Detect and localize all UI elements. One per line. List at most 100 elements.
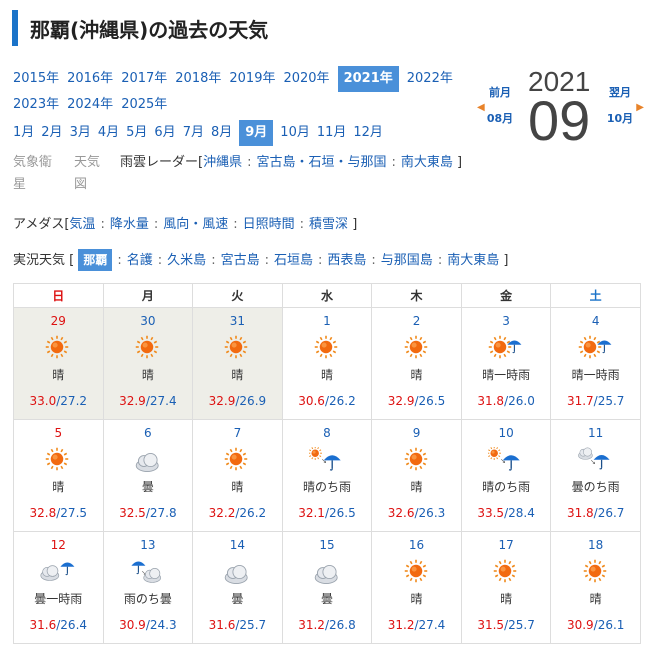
temperature: 32.9/27.4 bbox=[104, 394, 193, 408]
month-link[interactable]: 5月 bbox=[126, 125, 148, 140]
satellite-link[interactable]: 気象衛 星 bbox=[13, 152, 83, 196]
calendar-day[interactable]: 6 曇 32.5/27.8 bbox=[102, 419, 194, 532]
month-link[interactable]: 11月 bbox=[316, 125, 347, 140]
rain-then-cloud-icon: ↘ bbox=[104, 556, 193, 590]
calendar-day[interactable]: 29 晴 33.0/27.2 bbox=[13, 307, 104, 420]
next-month-label: 翌月 bbox=[609, 86, 631, 99]
separator: : bbox=[391, 155, 396, 170]
calendar-day[interactable]: 14 曇 31.6/25.7 bbox=[192, 531, 283, 644]
weather-desc: 晴 bbox=[52, 368, 65, 382]
day-number: 15 bbox=[319, 538, 335, 552]
calendar-day[interactable]: 5 晴 32.8/27.5 bbox=[13, 419, 104, 532]
temp-high: 31.7 bbox=[566, 394, 594, 408]
sun-rain-icon bbox=[551, 332, 640, 366]
year-link[interactable]: 2023年 bbox=[13, 97, 60, 112]
month-link[interactable]: 6月 bbox=[154, 125, 176, 140]
calendar-day[interactable]: 31 晴 32.9/26.9 bbox=[192, 307, 283, 420]
prev-month-link[interactable]: ◀ 前月 08月 bbox=[477, 80, 522, 132]
day-number: 9 bbox=[412, 426, 421, 440]
sun-icon bbox=[372, 556, 461, 590]
amedas-link[interactable]: 日照時間 bbox=[242, 217, 295, 232]
prev-month-value: 08月 bbox=[486, 112, 514, 125]
year-link[interactable]: 2025年 bbox=[121, 97, 168, 112]
observation-link[interactable]: 石垣島 bbox=[273, 253, 313, 268]
weather-chart-link[interactable]: 天気 図 bbox=[74, 152, 114, 196]
station-selected[interactable]: 那覇 bbox=[78, 249, 113, 271]
temperature: 31.5/25.7 bbox=[462, 618, 551, 632]
temperature: 30.9/24.3 bbox=[104, 618, 193, 632]
month-link[interactable]: 3月 bbox=[69, 125, 91, 140]
day-number: 6 bbox=[144, 426, 152, 440]
calendar-day[interactable]: 11 ↘ 曇のち雨 31.8/26.7 bbox=[550, 419, 641, 532]
calendar-day[interactable]: 7 晴 32.2/26.2 bbox=[192, 419, 283, 532]
satellite-label-2: 星 bbox=[13, 177, 27, 192]
weather-calendar: 日月火水木金土 29 晴 33.0/27.2 30 晴 32.9/27.4 31 晴 32.9/… bbox=[13, 283, 641, 644]
month-link[interactable]: 9月 bbox=[239, 120, 274, 146]
calendar-day[interactable]: 12 曇一時雨 31.6/26.4 bbox=[13, 531, 104, 644]
temp-low: /28.4 bbox=[504, 506, 535, 520]
temperature: 30.6/26.2 bbox=[283, 394, 372, 408]
observation-link[interactable]: 南大東島 bbox=[447, 253, 500, 268]
year-link[interactable]: 2015年 bbox=[13, 71, 60, 86]
year-link[interactable]: 2024年 bbox=[67, 97, 114, 112]
calendar-day[interactable]: 8 ↘ 晴のち雨 32.1/26.5 bbox=[281, 419, 373, 532]
year-link[interactable]: 2017年 bbox=[121, 71, 168, 86]
calendar-day[interactable]: 16 晴 31.2/27.4 bbox=[371, 531, 462, 644]
next-month-link[interactable]: ▶ 翌月 10月 bbox=[600, 80, 644, 132]
month-link[interactable]: 7月 bbox=[182, 125, 204, 140]
observation-link[interactable]: 宮古島 bbox=[220, 253, 260, 268]
radar-link[interactable]: 南大東島 bbox=[400, 155, 453, 170]
temp-high: 31.8 bbox=[477, 394, 505, 408]
day-number: 1 bbox=[323, 314, 331, 328]
observation-link[interactable]: 西表島 bbox=[327, 253, 367, 268]
amedas-link[interactable]: 風向・風速 bbox=[163, 217, 229, 232]
separator: : bbox=[264, 253, 269, 268]
year-link[interactable]: 2021年 bbox=[337, 66, 399, 92]
temperature: 32.6/26.3 bbox=[372, 506, 461, 520]
calendar-day[interactable]: 10 ↘ 晴のち雨 33.5/28.4 bbox=[460, 419, 552, 532]
month-link[interactable]: 12月 bbox=[353, 125, 383, 140]
amedas-link[interactable]: 気温 bbox=[69, 217, 96, 232]
observation-link[interactable]: 名護 bbox=[126, 253, 153, 268]
weather-desc: 晴一時雨 bbox=[571, 368, 620, 382]
weather-desc: 晴 bbox=[320, 368, 333, 382]
year-link[interactable]: 2020年 bbox=[283, 71, 330, 86]
month-link[interactable]: 1月 bbox=[13, 125, 35, 140]
observation-link[interactable]: 久米島 bbox=[167, 253, 207, 268]
calendar-day[interactable]: 4 晴一時雨 31.7/25.7 bbox=[550, 307, 641, 420]
calendar-day[interactable]: 2 晴 32.9/26.5 bbox=[371, 307, 462, 420]
radar-link[interactable]: 沖縄県 bbox=[203, 155, 243, 170]
cloud-icon bbox=[104, 444, 193, 478]
temperature: 32.1/26.5 bbox=[283, 506, 372, 520]
radar-link[interactable]: 宮古島・石垣・与那国 bbox=[256, 155, 387, 170]
month-link[interactable]: 4月 bbox=[97, 125, 120, 140]
svg-text:↘: ↘ bbox=[141, 569, 147, 577]
amedas-link[interactable]: 降水量 bbox=[109, 217, 149, 232]
calendar-day[interactable]: 3 晴一時雨 31.8/26.0 bbox=[460, 307, 552, 420]
calendar-day[interactable]: 9 晴 32.6/26.3 bbox=[371, 419, 462, 532]
separator: : bbox=[100, 217, 105, 232]
calendar-day[interactable]: 15 曇 31.2/26.8 bbox=[281, 531, 373, 644]
year-link[interactable]: 2022年 bbox=[406, 71, 453, 86]
month-link[interactable]: 8月 bbox=[210, 125, 233, 140]
year-link[interactable]: 2019年 bbox=[229, 71, 276, 86]
temp-low: /25.7 bbox=[593, 394, 625, 408]
year-link[interactable]: 2018年 bbox=[175, 71, 222, 86]
sun-icon bbox=[283, 332, 372, 366]
month-link[interactable]: 10月 bbox=[280, 125, 310, 140]
weekday-5: 金 bbox=[460, 283, 552, 308]
observation-link[interactable]: 与那国島 bbox=[380, 253, 433, 268]
calendar-day[interactable]: 1 晴 30.6/26.2 bbox=[281, 307, 373, 420]
amedas-link[interactable]: 積雪深 bbox=[309, 217, 349, 232]
day-number: 29 bbox=[50, 314, 66, 328]
month-link[interactable]: 2月 bbox=[41, 125, 63, 140]
calendar-day[interactable]: 18 晴 30.9/26.1 bbox=[550, 531, 641, 644]
calendar-day[interactable]: 30 晴 32.9/27.4 bbox=[102, 307, 194, 420]
temp-high: 32.6 bbox=[387, 506, 415, 520]
temp-high: 31.6 bbox=[208, 618, 236, 632]
year-link[interactable]: 2016年 bbox=[67, 71, 114, 86]
temp-low: /27.8 bbox=[145, 506, 177, 520]
calendar-day[interactable]: 13 ↘ 雨のち曇 30.9/24.3 bbox=[102, 531, 194, 644]
calendar-day[interactable]: 17 晴 31.5/25.7 bbox=[460, 531, 552, 644]
day-number: 2 bbox=[412, 314, 421, 328]
